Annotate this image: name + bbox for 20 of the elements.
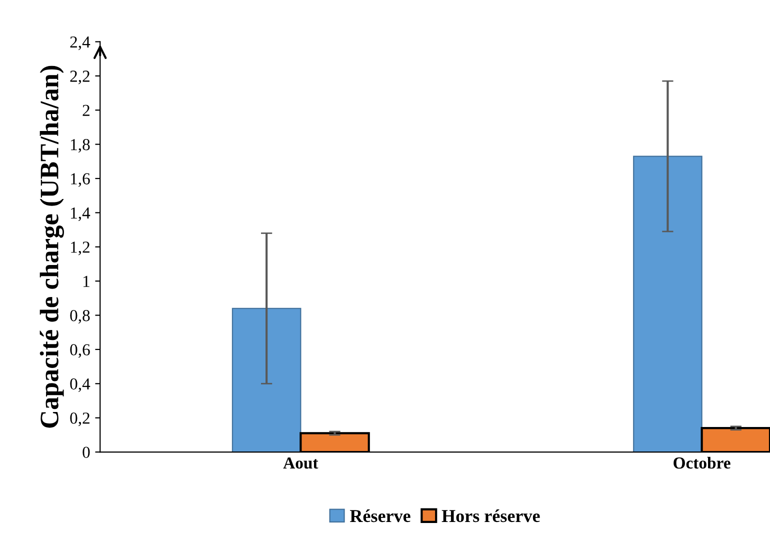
legend-label: Hors réserve [442, 509, 540, 522]
y-tick-label: 0 [82, 446, 90, 458]
y-tick-label: 1 [84, 276, 90, 287]
y-tick-label: 1,4 [71, 207, 90, 222]
y-tick-label: 0,6 [70, 344, 90, 358]
y-tick-label: 2,4 [70, 36, 90, 50]
y-axis-title: Capacité de charge (UBT/ha/an) [40, 66, 64, 428]
y-tick-label: 0,4 [70, 378, 90, 392]
y-tick-label: 1,6 [71, 173, 90, 187]
y-tick-label: 2 [82, 104, 90, 116]
y-tick-label: 0,2 [70, 412, 90, 426]
x-tick-label: Octobre [674, 456, 730, 469]
x-tick-label: Aout [283, 457, 318, 469]
y-tick-label: 1,8 [71, 139, 90, 153]
legend-label: Réserve [350, 509, 410, 522]
y-tick-label: 1,2 [71, 242, 90, 256]
bar [633, 156, 702, 452]
y-tick-label: 2,2 [70, 70, 90, 84]
bar [232, 308, 302, 452]
y-tick-label: 0,8 [70, 310, 90, 324]
